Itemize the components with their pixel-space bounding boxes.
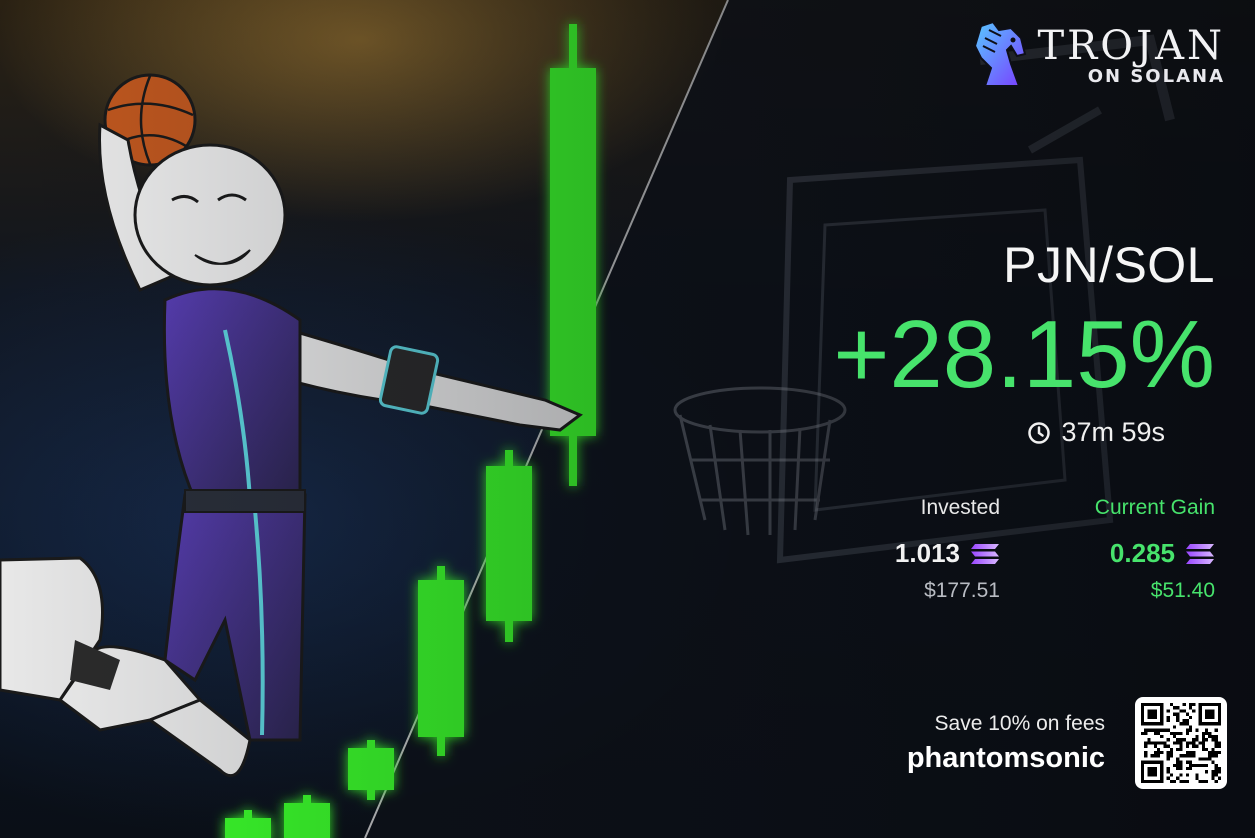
referral-label: Save 10% on fees <box>934 712 1105 735</box>
clock-icon <box>1028 421 1051 444</box>
referral-code: phantomsonic <box>906 742 1105 774</box>
pnl-percentage: +28.15% <box>833 301 1215 408</box>
solana-icon <box>971 543 999 564</box>
referral-block: Save 10% on fees phantomsonic <box>907 712 1105 775</box>
gain-amount-row: 0.285 <box>1110 538 1215 569</box>
solana-icon <box>1186 543 1214 564</box>
gain-usd: $51.40 <box>1150 579 1215 602</box>
brand-title: TROJAN <box>1037 22 1225 69</box>
gain-column: Current Gain 0.285 $51.40 <box>1095 496 1215 603</box>
invested-label: Invested <box>920 496 1000 519</box>
brand-logo: TROJAN ON SOLANA <box>971 20 1225 90</box>
invested-amount: 1.013 <box>894 538 960 568</box>
invested-amount-row: 1.013 <box>895 538 1000 569</box>
qr-code-icon[interactable] <box>1135 697 1227 789</box>
brand-subtitle: ON SOLANA <box>1087 65 1225 87</box>
gain-label: Current Gain <box>1094 496 1215 519</box>
invested-usd: $177.51 <box>924 579 1000 602</box>
trading-pair: PJN/SOL <box>1003 237 1215 293</box>
trojan-horse-icon <box>974 20 1027 87</box>
hold-duration: 37m 59s <box>1027 417 1165 448</box>
invested-column: Invested 1.013 $177.51 <box>895 496 1000 603</box>
duration-text: 37m 59s <box>1061 417 1165 447</box>
gain-amount: 0.285 <box>1109 538 1175 568</box>
